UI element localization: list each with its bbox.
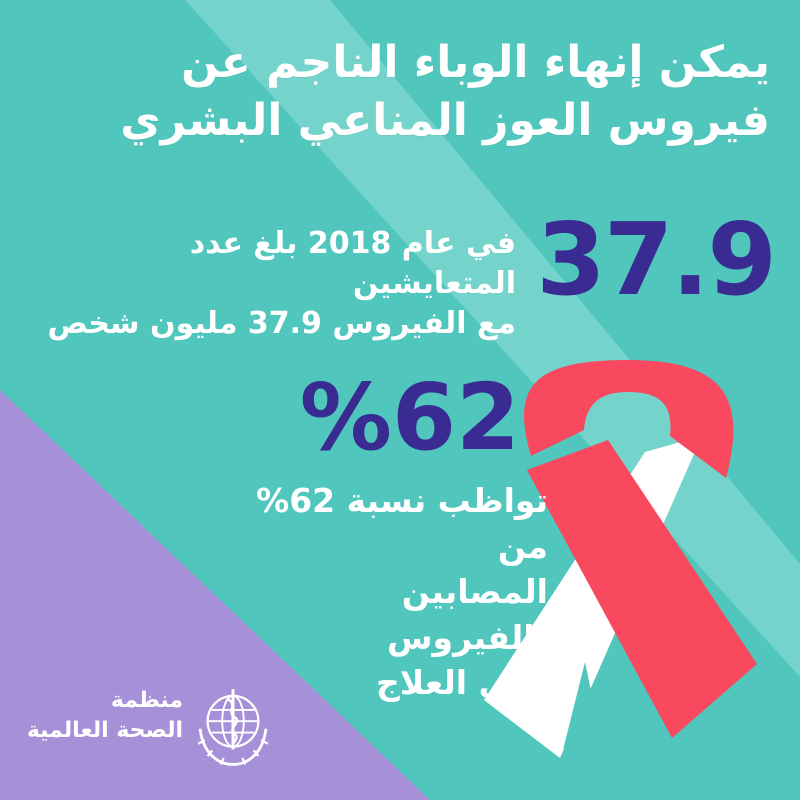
stat-value-62-percent: %62 bbox=[299, 364, 520, 471]
stat-line-2: المصابين بالفيروس bbox=[387, 572, 548, 657]
purple-corner-triangle bbox=[0, 390, 430, 800]
stat-treatment-description: تواظب نسبة 62% من المصابين بالفيروس على … bbox=[238, 478, 548, 706]
stat-description: في عام 2018 بلغ عدد المتعايشين مع الفيرو… bbox=[20, 224, 516, 344]
stat-line-1: تواظب نسبة 62% من bbox=[256, 481, 548, 566]
stat-line-3: على العلاج bbox=[375, 663, 548, 703]
title-line-2: فيروس العوز المناعي البشري bbox=[120, 95, 770, 147]
who-emblem-icon bbox=[197, 689, 269, 766]
who-name-line-1: منظمة bbox=[110, 688, 183, 713]
stat-line-1: في عام 2018 بلغ عدد المتعايشين bbox=[189, 226, 516, 301]
who-logo-text: منظمة الصحة العالمية bbox=[26, 686, 183, 745]
who-name-line-2: الصحة العالمية bbox=[26, 717, 183, 743]
stat-line-2: مع الفيروس 37.9 مليون شخص bbox=[47, 305, 516, 341]
title-line-1: يمكن إنهاء الوباء الناجم عن bbox=[181, 37, 770, 88]
page-title: يمكن إنهاء الوباء الناجم عن فيروس العوز … bbox=[60, 34, 770, 150]
stat-value-37-9: 37.9 bbox=[536, 201, 777, 318]
aids-ribbon-icon bbox=[484, 360, 757, 758]
